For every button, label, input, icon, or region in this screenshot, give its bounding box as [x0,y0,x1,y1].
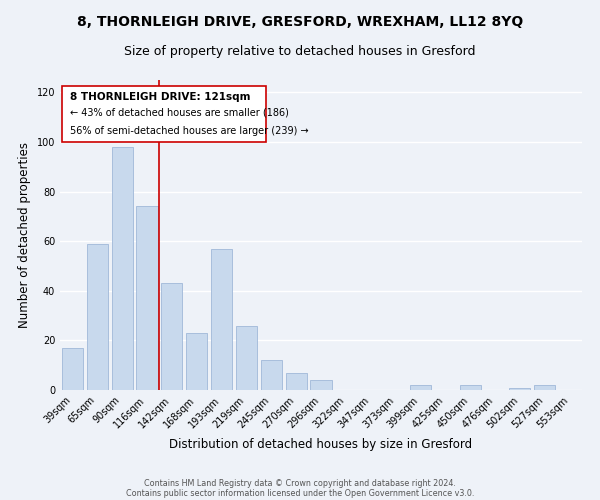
Bar [62,348,83,390]
Bar [211,248,232,390]
Bar [261,360,282,390]
FancyBboxPatch shape [62,86,266,142]
Bar [112,147,133,390]
Y-axis label: Number of detached properties: Number of detached properties [18,142,31,328]
Text: Contains HM Land Registry data © Crown copyright and database right 2024.: Contains HM Land Registry data © Crown c… [144,478,456,488]
Bar [509,388,530,390]
Text: ← 43% of detached houses are smaller (186): ← 43% of detached houses are smaller (18… [70,108,289,118]
X-axis label: Distribution of detached houses by size in Gresford: Distribution of detached houses by size … [169,438,473,451]
Bar [236,326,257,390]
Text: Contains public sector information licensed under the Open Government Licence v3: Contains public sector information licen… [126,488,474,498]
Bar [410,385,431,390]
Bar [534,385,555,390]
Text: 8 THORNLEIGH DRIVE: 121sqm: 8 THORNLEIGH DRIVE: 121sqm [70,92,251,102]
Text: 8, THORNLEIGH DRIVE, GRESFORD, WREXHAM, LL12 8YQ: 8, THORNLEIGH DRIVE, GRESFORD, WREXHAM, … [77,15,523,29]
Bar [161,284,182,390]
Bar [186,333,207,390]
Bar [136,206,158,390]
Text: 56% of semi-detached houses are larger (239) →: 56% of semi-detached houses are larger (… [70,126,309,136]
Text: Size of property relative to detached houses in Gresford: Size of property relative to detached ho… [124,45,476,58]
Bar [310,380,332,390]
Bar [460,385,481,390]
Bar [87,244,108,390]
Bar [286,372,307,390]
